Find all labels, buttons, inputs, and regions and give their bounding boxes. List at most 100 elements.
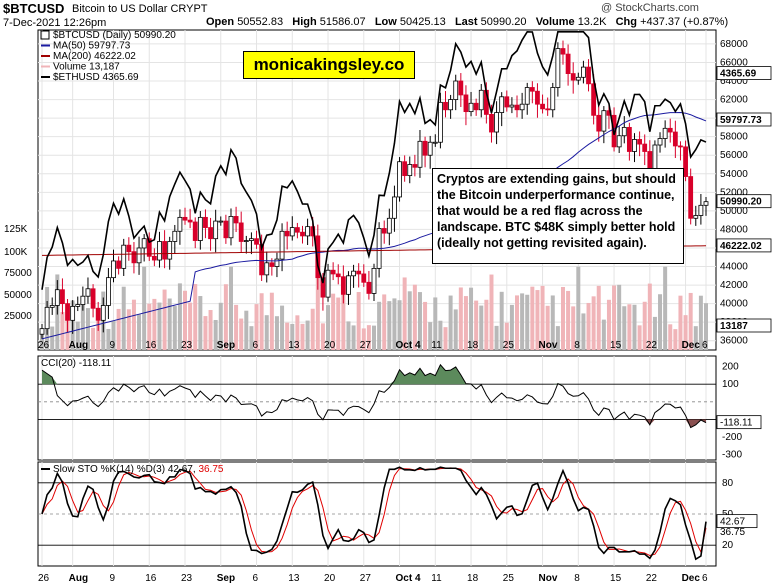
volume-bar <box>75 321 80 350</box>
candle-body <box>366 281 372 294</box>
volume-bar <box>443 327 448 350</box>
candle-body <box>75 304 81 307</box>
volume-bar <box>310 308 315 350</box>
price-tick-label: 64000 <box>720 76 748 87</box>
volume-bar <box>259 293 264 350</box>
candle-body <box>223 220 229 239</box>
candle-body <box>555 48 561 88</box>
volume-bar <box>249 326 254 350</box>
eth-last-tag-box <box>716 66 772 80</box>
volume-bar <box>137 314 142 350</box>
exchange: CRYPT <box>170 3 208 15</box>
candle-body <box>494 112 499 133</box>
candle-body <box>586 66 591 85</box>
volume-bar <box>688 292 693 350</box>
price-tick-label: 54000 <box>720 169 748 180</box>
volume-bar <box>40 329 44 350</box>
volume-bar <box>188 302 193 350</box>
x-tick-label-top: 22 <box>646 340 658 351</box>
candle-body <box>545 108 551 111</box>
open-value: 50552.83 <box>237 16 284 28</box>
ma50-line <box>41 112 707 340</box>
candle-body <box>616 135 622 148</box>
cci-positive-area <box>42 364 706 385</box>
x-tick-label-top: 26 <box>38 340 50 351</box>
price-tick-label: 44000 <box>720 262 748 273</box>
x-tick-label-bottom: 22 <box>646 573 658 584</box>
candle-body <box>238 222 244 242</box>
date-stamp: 7-Dec-2021 12:26pm <box>3 17 107 29</box>
volume-tick-label: 100K <box>4 247 28 258</box>
volume-bar <box>228 266 233 350</box>
candle-body <box>126 244 132 253</box>
candle-body <box>177 216 183 232</box>
volume-bar <box>591 296 596 350</box>
volume-bar <box>280 305 285 350</box>
candle-body <box>443 101 448 111</box>
candle-body <box>182 216 188 221</box>
volume-bar <box>540 285 545 350</box>
volume-bar <box>652 316 657 350</box>
x-tick-label-bottom: 8 <box>574 573 580 584</box>
candle-body <box>412 164 418 168</box>
volume-bar <box>428 322 433 350</box>
candle-body <box>106 277 111 306</box>
volume-bar <box>269 292 274 350</box>
volume-bar <box>295 315 300 350</box>
volume-bar <box>545 305 550 350</box>
price-last-tag: 50990.20 <box>720 197 762 208</box>
volume-bar <box>397 300 402 350</box>
volume-bar <box>142 266 147 350</box>
candle-body <box>667 127 673 133</box>
volume-bar <box>91 327 96 350</box>
volume-bar <box>183 290 188 350</box>
volume-bar <box>448 295 453 350</box>
eth-last-tag: 4365.69 <box>720 69 757 80</box>
x-tick-label-bottom: Aug <box>69 573 88 584</box>
candle-body <box>111 260 116 279</box>
x-tick-label-bottom: 6 <box>702 573 708 584</box>
candle-body <box>637 139 642 145</box>
x-tick-label-top: Aug <box>69 340 88 351</box>
volume-bar <box>423 301 428 350</box>
volume-bar <box>637 325 642 350</box>
volume-bar <box>116 308 121 350</box>
candle-body <box>519 103 525 111</box>
candle-body <box>305 226 311 237</box>
price-last-tag-box <box>716 194 772 209</box>
volume-bar <box>85 308 90 350</box>
candle-body <box>197 216 203 241</box>
candle-body <box>662 127 668 139</box>
candle-body <box>100 305 106 321</box>
volume-bar <box>453 309 458 350</box>
volume-tick-label: 75000 <box>4 268 32 279</box>
candle-body <box>44 306 50 330</box>
volume-bar <box>177 283 182 350</box>
candle-body <box>591 83 597 116</box>
candle-body <box>489 114 494 133</box>
x-tick-label-top: 15 <box>610 340 622 351</box>
volume-bar <box>463 296 468 350</box>
volume-bar <box>525 294 530 350</box>
volume-bar <box>642 301 647 350</box>
candle-body <box>116 260 122 269</box>
x-tick-label-bottom: 26 <box>38 573 50 584</box>
symbol-name: Bitcoin to US Dollar CRYPT <box>72 3 208 15</box>
volume-bar <box>126 309 131 350</box>
volume-bar <box>402 277 407 350</box>
candle-body <box>218 220 224 223</box>
candle-body <box>203 216 208 228</box>
candle-body <box>361 273 367 283</box>
x-tick-label-bottom: 25 <box>503 573 515 584</box>
volume-bar <box>392 298 397 350</box>
candle-body <box>678 145 683 148</box>
cci-legend: CCI(20) -118.11 <box>41 358 112 369</box>
x-tick-label-top: 18 <box>467 340 479 351</box>
volume-bar <box>111 320 116 350</box>
legend-ma200: MA(200) 46222.02 <box>53 51 136 62</box>
volume-bar <box>555 326 560 350</box>
sto-k-line <box>41 466 707 561</box>
volume-bar <box>50 326 55 350</box>
x-tick-label-bottom: 16 <box>145 573 157 584</box>
price-tick-label: 62000 <box>720 95 748 106</box>
